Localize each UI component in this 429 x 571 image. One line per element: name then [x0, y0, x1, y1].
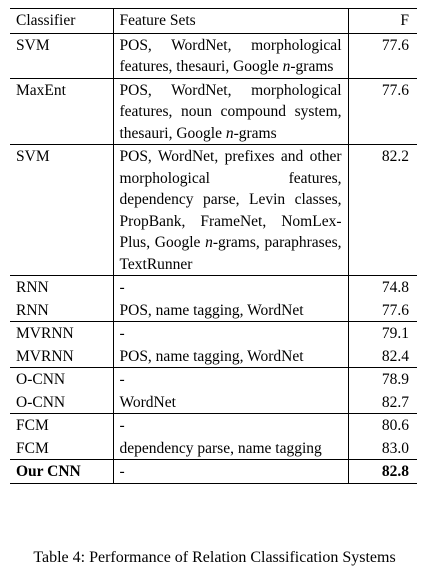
feature-sets-cell: -	[113, 413, 349, 437]
f-score-cell: 78.9	[348, 367, 417, 391]
table-row: MVRNN -79.1	[10, 321, 417, 345]
feature-sets-cell: WordNet	[113, 390, 349, 414]
feature-sets-cell: POS, name tagging, WordNet	[113, 298, 349, 322]
header-classifier: Classifier	[10, 8, 114, 34]
table-body: SVM POS, WordNet, morphological features,…	[10, 32, 417, 484]
classifier-cell: O-CNN	[10, 390, 114, 414]
table-caption: Table 4: Performance of Relation Classif…	[33, 549, 396, 566]
table-header-row: Classifier Feature Sets F	[10, 8, 417, 34]
table-row: MaxEnt POS, WordNet, morphological featur…	[10, 77, 417, 145]
table-row: Our CNN -82.8	[10, 459, 417, 484]
feature-sets-cell: POS, WordNet, morphological features, th…	[113, 32, 349, 78]
classifier-cell: MVRNN	[10, 344, 114, 368]
feature-sets-cell: dependency parse, name tag­ging	[113, 436, 349, 460]
f-score-cell: 82.4	[381, 347, 409, 365]
classifier-cell: SVM	[10, 144, 114, 276]
table-row: O-CNN WordNet 82.7	[10, 390, 417, 414]
f-score-cell: 82.7	[381, 393, 409, 411]
f-score-cell: 77.6	[348, 77, 417, 145]
f-score-cell: 82.8	[348, 459, 417, 484]
table-row: O-CNN -78.9	[10, 367, 417, 391]
classifier-cell: MVRNN	[10, 321, 114, 345]
table-row: RNN -74.8	[10, 275, 417, 299]
feature-sets-cell: -	[113, 275, 349, 299]
classifier-cell: MaxEnt	[10, 77, 114, 145]
classifier-cell: Our CNN	[10, 459, 114, 484]
f-score-cell: 74.8	[348, 275, 417, 299]
table-row: MVRNN POS, name tagging, WordNet 82.4	[10, 344, 417, 368]
f-score-cell: 83.0	[381, 439, 409, 457]
f-score-cell: 80.6	[348, 413, 417, 437]
f-score-cell: 77.6	[348, 32, 417, 78]
table-row: FCM dependency parse, name tag­ging 83.0	[10, 436, 417, 460]
f-score-cell: 77.6	[381, 301, 409, 319]
header-f: F	[348, 8, 417, 34]
classifier-cell: FCM	[10, 436, 114, 460]
f-score-cell: 82.2	[348, 144, 417, 276]
feature-sets-cell: POS, WordNet, prefixes and other morphol…	[113, 144, 349, 276]
classifier-cell: RNN	[10, 275, 114, 299]
table-row: FCM -80.6	[10, 413, 417, 437]
classifier-cell: RNN	[10, 298, 114, 322]
feature-sets-cell: -	[113, 459, 349, 484]
results-table: Classifier Feature Sets F SVM POS, WordNe…	[10, 8, 417, 484]
classifier-cell: SVM	[10, 32, 114, 78]
header-feature-sets: Feature Sets	[113, 8, 349, 34]
feature-sets-cell: POS, name tagging, WordNet	[113, 344, 349, 368]
table-row: SVM POS, WordNet, prefixes and other morp…	[10, 144, 417, 276]
feature-sets-cell: -	[113, 321, 349, 345]
classifier-cell: O-CNN	[10, 367, 114, 391]
classifier-cell: FCM	[10, 413, 114, 437]
table-row: SVM POS, WordNet, morphological features,…	[10, 32, 417, 78]
feature-sets-cell: -	[113, 367, 349, 391]
f-score-cell: 79.1	[348, 321, 417, 345]
table-row: RNN POS, name tagging, WordNet 77.6	[10, 298, 417, 322]
feature-sets-cell: POS, WordNet, morphological features, no…	[113, 77, 349, 145]
